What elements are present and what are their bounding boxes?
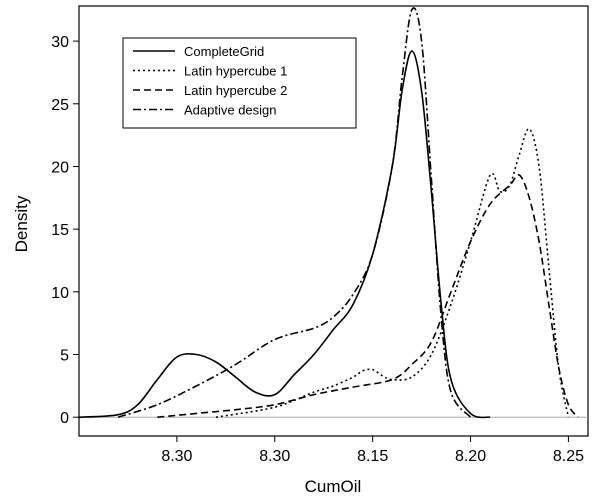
series-line-4 — [117, 7, 472, 418]
x-axis-ticks: 8.30 8.30 8.15 8.20 8.25 — [161, 436, 584, 465]
x-tick-label: 8.25 — [553, 448, 584, 465]
legend-box — [122, 37, 357, 129]
y-tick-label: 10 — [51, 285, 69, 302]
y-tick-label: 5 — [60, 348, 69, 365]
y-axis-ticks: 0 5 10 15 20 25 30 — [51, 34, 79, 427]
x-tick-label: 8.30 — [161, 448, 192, 465]
y-axis-title: Density — [12, 195, 31, 252]
legend-label-4: Adaptive design — [184, 103, 277, 118]
x-tick-label: 8.30 — [259, 448, 290, 465]
plot-frame — [78, 5, 589, 437]
y-tick-label: 25 — [51, 97, 69, 114]
series-line-2 — [215, 128, 570, 418]
y-tick-label: 30 — [51, 34, 69, 51]
y-tick-label: 20 — [51, 159, 69, 176]
series-line-3 — [157, 174, 579, 418]
legend-label-1: CompleteGrid — [184, 44, 264, 59]
y-tick-label: 0 — [60, 410, 69, 427]
y-tick-label: 15 — [51, 222, 69, 239]
x-axis-title: CumOil — [305, 477, 362, 496]
series-layer — [78, 7, 579, 419]
x-tick-label: 8.20 — [455, 448, 486, 465]
legend-label-3: Latin hypercube 2 — [184, 83, 287, 98]
x-tick-label: 8.15 — [357, 448, 388, 465]
legend: CompleteGrid Latin hypercube 1 Latin hyper… — [122, 37, 357, 129]
series-line-1 — [78, 50, 491, 419]
legend-label-2: Latin hypercube 1 — [184, 64, 287, 79]
